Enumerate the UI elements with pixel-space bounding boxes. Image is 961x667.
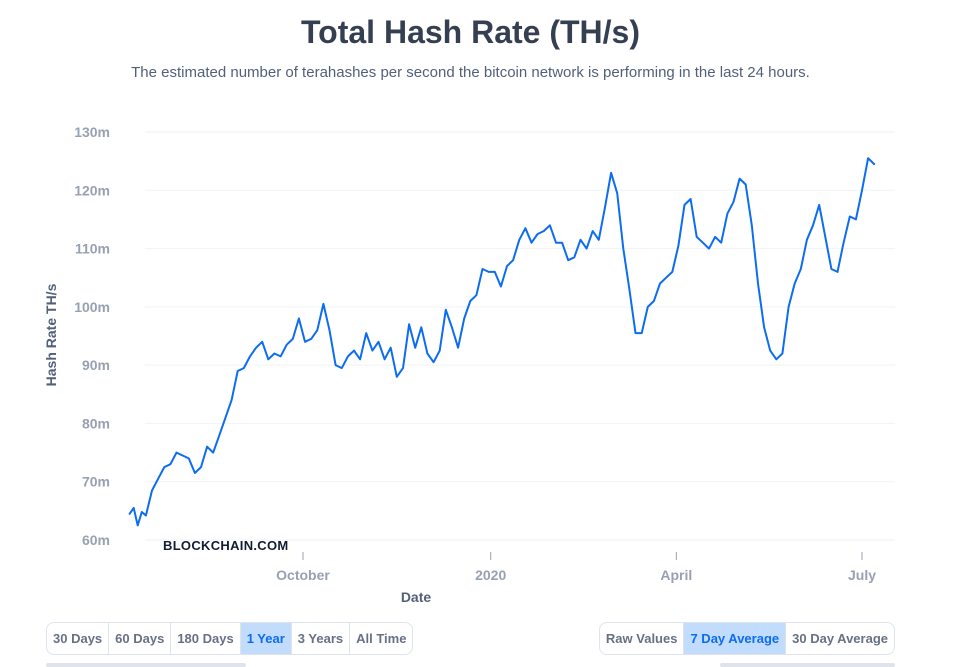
range-button-all-time[interactable]: All Time (356, 631, 407, 646)
averaging-selector: Raw Values 7 Day Average 30 Day Average (598, 622, 895, 655)
mode-button-7-day-average[interactable]: 7 Day Average (684, 623, 787, 654)
x-tick-label: July (848, 567, 876, 583)
x-axis-title: Date (401, 589, 432, 605)
x-tick-label: 2020 (475, 567, 506, 583)
page-title: Total Hash Rate (TH/s) (301, 14, 640, 50)
x-tick-label: April (660, 567, 692, 583)
range-button-3-years[interactable]: 3 Years (292, 623, 351, 654)
x-tick-label: October (276, 567, 330, 583)
bottom-control-edge-left (46, 663, 246, 667)
y-tick-label: 120m (74, 182, 110, 198)
y-tick-label: 60m (82, 532, 110, 548)
y-tick-label: 90m (82, 357, 110, 373)
y-tick-label: 80m (82, 415, 110, 431)
y-tick-label: 70m (82, 474, 110, 490)
hash-rate-chart: 60m 70m 80m 90m 100m 110m 120m 130m October 2020… (43, 124, 895, 605)
x-axis-ticks: October 2020 April July (276, 552, 876, 583)
y-tick-label: 130m (74, 124, 110, 140)
range-button-30-days[interactable]: 30 Days (47, 623, 110, 654)
y-tick-label: 110m (75, 241, 110, 257)
range-button-180-days[interactable]: 180 Days (171, 623, 241, 654)
range-button-1-year[interactable]: 1 Year (240, 623, 292, 654)
mode-button-30-day-average[interactable]: 30 Day Average (792, 631, 888, 646)
mode-button-raw-values[interactable]: Raw Values (600, 623, 685, 654)
grid-lines (145, 131, 895, 541)
y-axis-title: Hash Rate TH/s (43, 283, 59, 386)
page-subtitle: The estimated number of terahashes per s… (131, 64, 810, 81)
bottom-control-edge-right (720, 663, 895, 667)
y-axis-ticks: 60m 70m 80m 90m 100m 110m 120m 130m (74, 124, 110, 548)
watermark-logo: BLOCKCHAIN.COM (163, 538, 289, 553)
range-button-60-days[interactable]: 60 Days (109, 623, 172, 654)
y-tick-label: 100m (74, 299, 110, 315)
time-range-selector: 30 Days 60 Days 180 Days 1 Year 3 Years All T… (46, 622, 414, 655)
hash-rate-series-line (128, 157, 876, 527)
